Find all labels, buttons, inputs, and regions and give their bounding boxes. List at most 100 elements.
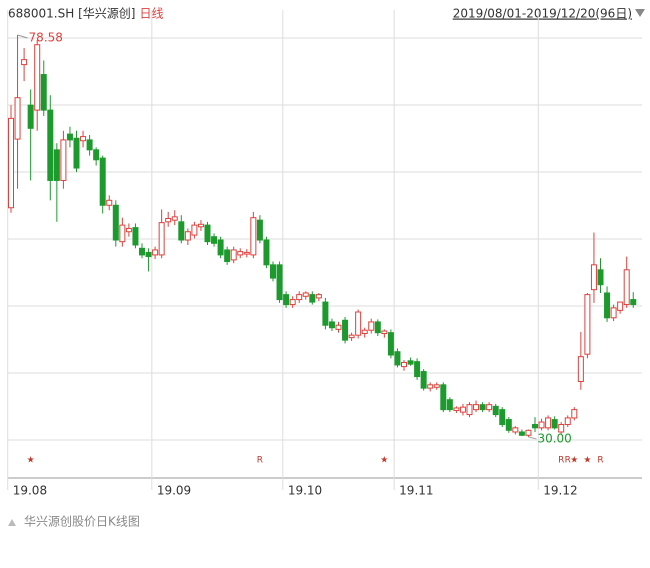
- candle-body: [322, 301, 329, 326]
- candle-body: [80, 136, 87, 142]
- candle-body: [217, 239, 224, 256]
- event-marker: ★: [27, 456, 35, 466]
- candle-body: [171, 216, 178, 221]
- candle-body: [355, 311, 362, 336]
- candle-body: [486, 404, 493, 411]
- x-tick-label: 19.11: [399, 484, 433, 498]
- candle-body: [420, 371, 427, 389]
- candle-body: [590, 264, 597, 291]
- candle-body: [47, 109, 54, 181]
- candle-body: [106, 199, 113, 206]
- candle-body: [597, 269, 604, 286]
- candle-body: [518, 431, 525, 436]
- candle-body: [276, 264, 283, 301]
- event-marker: ★: [380, 456, 388, 466]
- candle-body: [545, 417, 552, 429]
- date-range[interactable]: 2019/08/01-2019/12/20(96日): [453, 7, 632, 21]
- event-marker: R: [257, 456, 263, 466]
- candle-body: [86, 139, 93, 151]
- candle-body: [270, 264, 276, 279]
- candle-body: [99, 157, 106, 206]
- candle-body: [112, 204, 119, 241]
- annotation: 30.00: [537, 431, 571, 445]
- candle-body: [66, 133, 73, 141]
- caption-icon: [8, 519, 16, 526]
- event-marker: R: [597, 456, 603, 466]
- candle-body: [427, 384, 434, 389]
- candle-body: [204, 224, 211, 243]
- candle-body: [237, 251, 244, 256]
- candle-body: [53, 149, 60, 181]
- candle-body: [125, 227, 132, 233]
- candle-body: [459, 406, 466, 413]
- candle-body: [328, 321, 335, 329]
- candle-body: [60, 139, 67, 181]
- candle-body: [525, 429, 532, 436]
- candle-body: [551, 419, 558, 429]
- candle-body: [381, 330, 388, 335]
- candle-body: [571, 409, 578, 419]
- candle-body: [132, 227, 139, 246]
- candle-body: [532, 424, 538, 429]
- caption: 华兴源创股价日K线图: [24, 515, 140, 529]
- candle-body: [348, 334, 355, 339]
- event-marker: ★: [583, 456, 591, 466]
- candle-body: [21, 59, 28, 66]
- candle-body: [211, 236, 218, 244]
- candle-body: [466, 404, 473, 416]
- candle-body: [610, 307, 617, 319]
- candle-body: [342, 319, 349, 341]
- candle-body: [197, 223, 204, 228]
- annotation: 78.58: [29, 30, 63, 44]
- candle-body: [446, 399, 453, 411]
- symbol: 688001.SH [华兴源创]: [8, 7, 135, 21]
- candle-body: [302, 292, 309, 297]
- candle-body: [230, 249, 237, 261]
- candle-body: [335, 324, 342, 330]
- dropdown-icon[interactable]: [635, 9, 645, 17]
- candle-body: [538, 421, 545, 429]
- x-tick-label: 19.08: [13, 484, 47, 498]
- candle-body: [414, 361, 421, 378]
- candle-body: [165, 218, 172, 223]
- candle-body: [630, 299, 637, 306]
- candle-body: [289, 299, 296, 306]
- candle-body: [152, 249, 159, 256]
- candle-body: [368, 321, 375, 331]
- candle-body: [158, 222, 165, 256]
- candle-body: [256, 219, 263, 241]
- x-tick-label: 19.09: [157, 484, 191, 498]
- candle-body: [73, 137, 80, 169]
- candle-body: [499, 409, 506, 426]
- frame: [8, 37, 642, 479]
- event-marker: ★: [570, 456, 578, 466]
- x-tick-label: 19.10: [288, 484, 322, 498]
- candle-body: [93, 149, 100, 161]
- candle-body: [145, 251, 152, 258]
- candle-body: [27, 104, 34, 129]
- candle-body: [14, 97, 21, 140]
- candle-body: [479, 404, 486, 411]
- candle-body: [184, 231, 191, 241]
- candle-body: [453, 407, 460, 411]
- x-tick-label: 19.12: [543, 484, 577, 498]
- candle-body: [8, 117, 14, 209]
- candle-body: [407, 360, 414, 365]
- candle-body: [191, 224, 198, 236]
- candle-body: [623, 269, 630, 306]
- candle-body: [433, 384, 440, 388]
- candle-body: [617, 301, 624, 311]
- candle-body: [505, 419, 512, 431]
- candle-body: [315, 294, 322, 299]
- candle-body: [309, 294, 316, 303]
- candle-body: [604, 292, 611, 319]
- leader: [17, 34, 28, 39]
- candle-body: [394, 351, 401, 366]
- candle-body: [577, 356, 584, 383]
- candle-body: [263, 239, 270, 266]
- event-marker: R: [558, 456, 564, 466]
- candle-body: [512, 427, 519, 433]
- candle-body: [387, 332, 394, 356]
- event-marker: R: [565, 456, 571, 466]
